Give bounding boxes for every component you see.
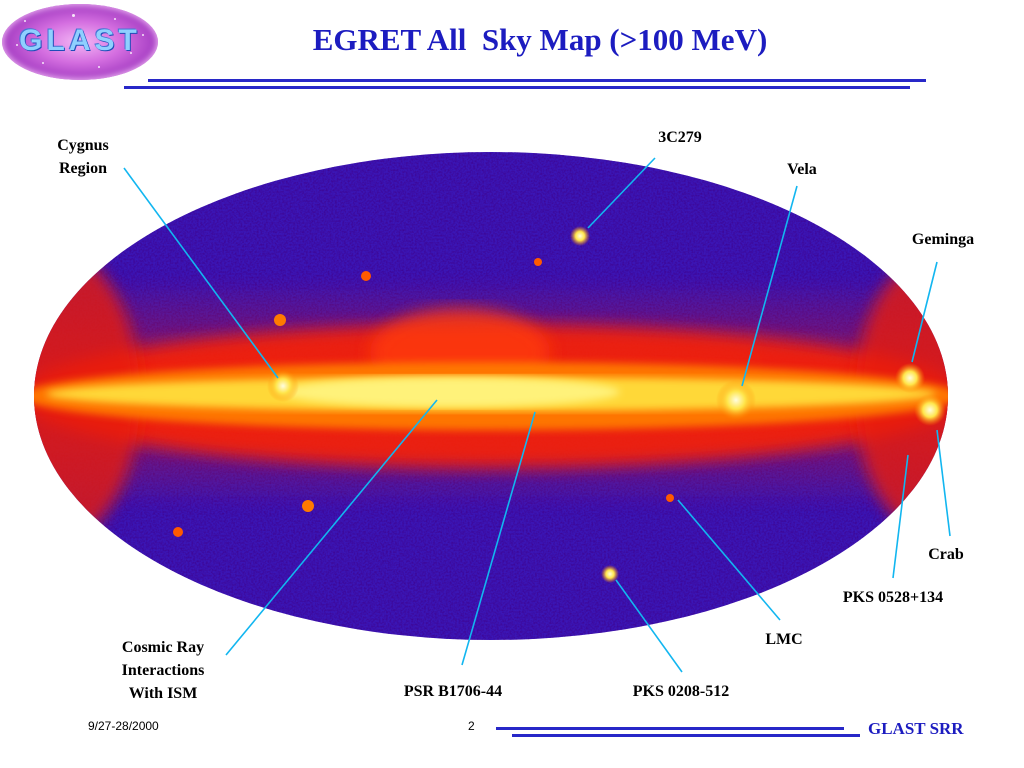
glast-logo: GLAST <box>2 4 158 80</box>
footer-rule-lower <box>512 734 860 737</box>
label-psr-b1706: PSR B1706-44 <box>403 683 503 700</box>
label-cygnus-region: Cygnus Region <box>57 137 109 177</box>
label-geminga: Geminga <box>911 231 975 248</box>
label-cosmic-ray: Cosmic Ray Interactions With ISM <box>121 639 205 702</box>
footer-date: 9/27-28/2000 <box>88 719 159 733</box>
label-crab: Crab <box>928 546 964 563</box>
label-vela: Vela <box>787 161 817 178</box>
label-3c279: 3C279 <box>658 129 702 146</box>
title-rule-upper <box>148 79 926 82</box>
label-pks0528: PKS 0528+134 <box>842 589 944 606</box>
title-rule-lower <box>124 86 910 89</box>
egret-sky-map <box>30 148 952 644</box>
label-lmc: LMC <box>765 631 803 648</box>
logo-text: GLAST <box>19 24 141 57</box>
slide-title: EGRET All Sky Map (>100 MeV) <box>312 22 768 57</box>
footer-page-number: 2 <box>468 719 475 733</box>
footer-rule-upper <box>496 727 844 730</box>
label-pks0208: PKS 0208-512 <box>632 683 730 700</box>
footer-brand: GLAST SRR <box>868 719 964 738</box>
